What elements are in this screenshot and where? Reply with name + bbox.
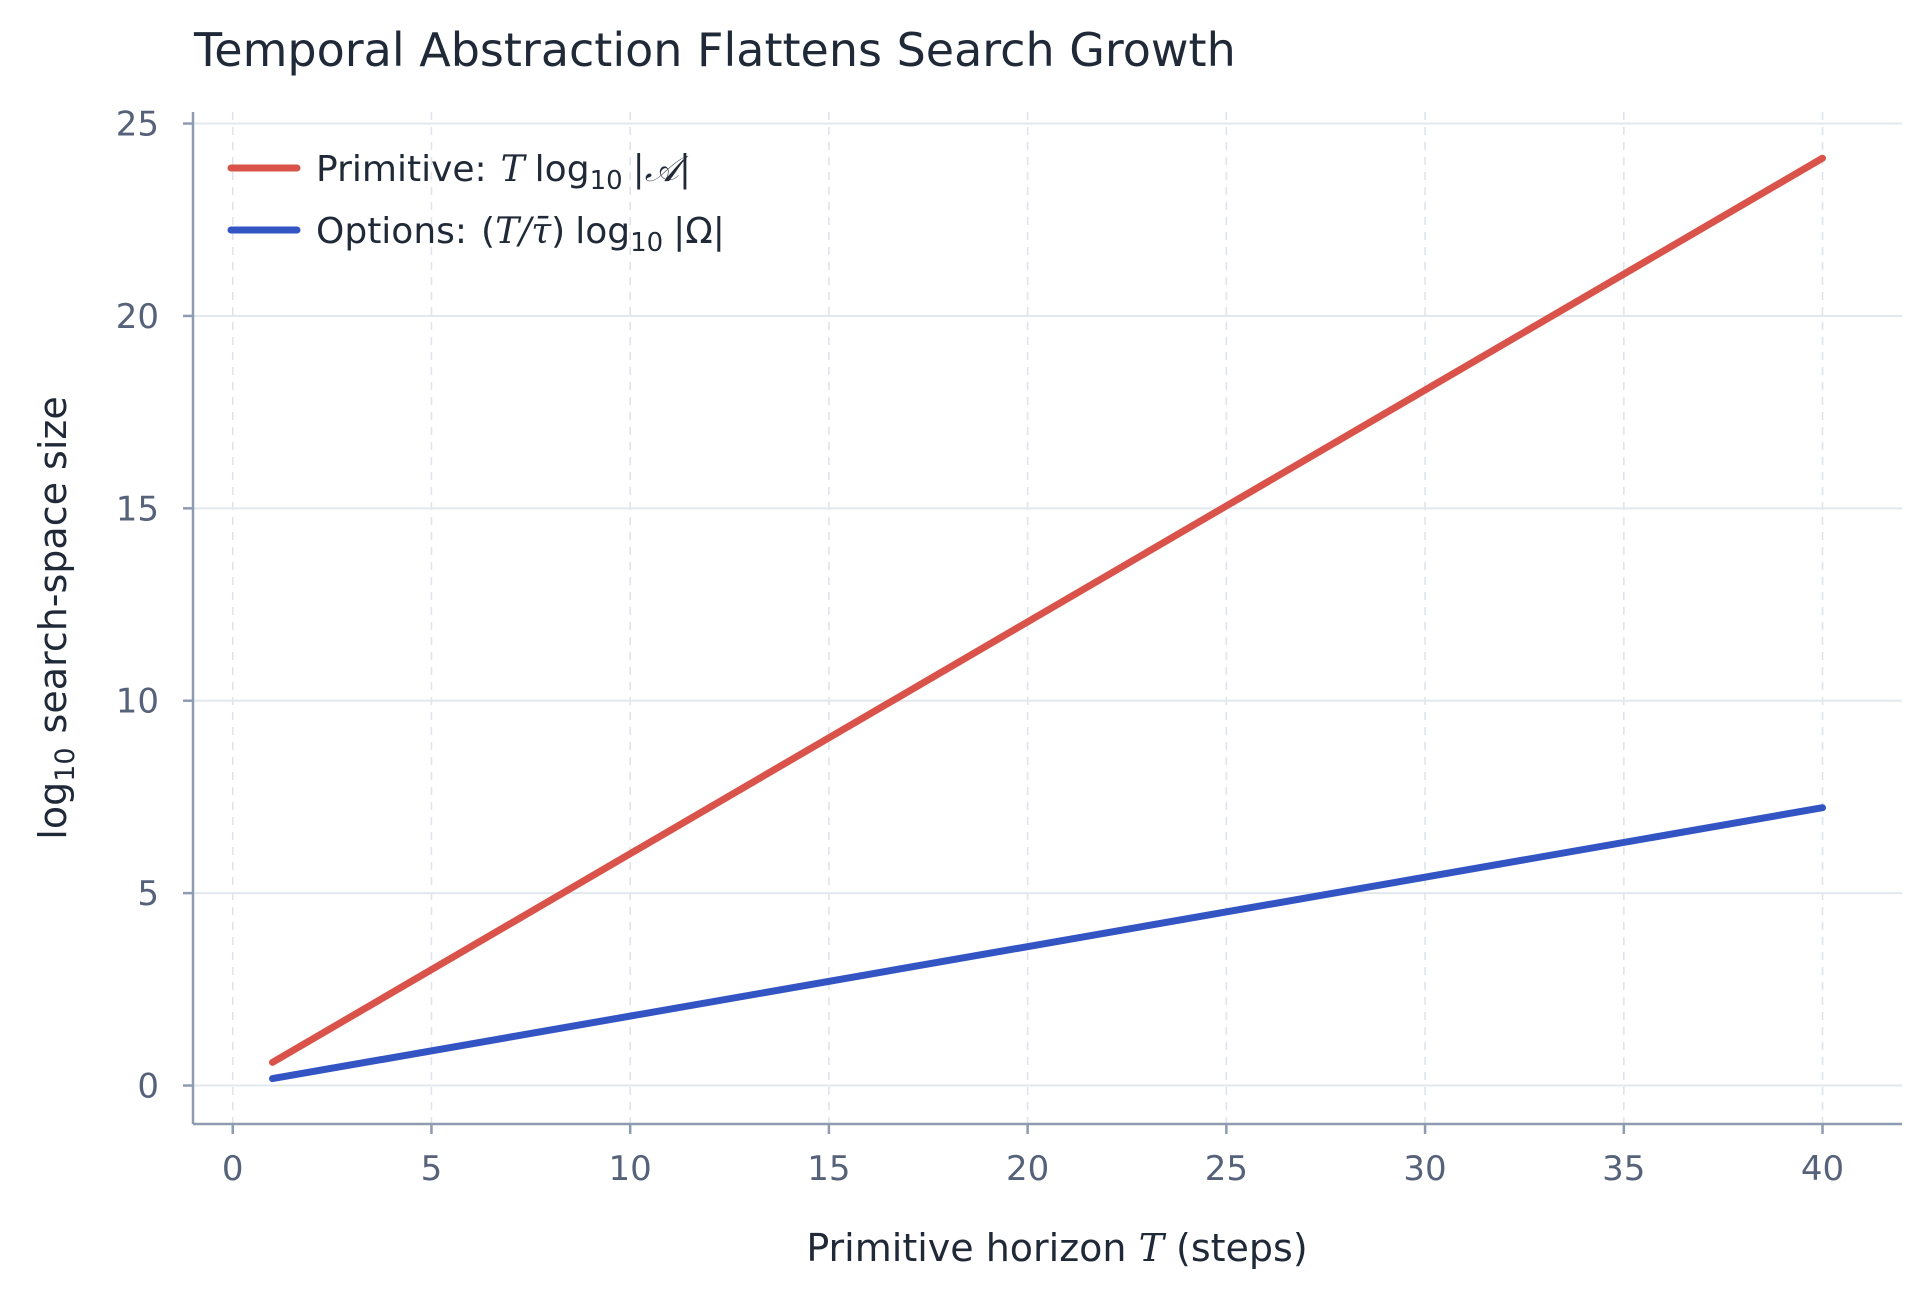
legend-primitive-var: T — [501, 149, 528, 190]
y-tick-label: 10 — [116, 682, 159, 722]
y-axis-label-fn: log — [31, 782, 75, 840]
y-axis-label-sub: 10 — [50, 747, 81, 781]
y-tick-label: 25 — [116, 105, 159, 145]
legend-primitive-sub: 10 — [590, 166, 623, 196]
x-axis-label-text: Primitive horizon — [806, 1226, 1138, 1270]
series-line-options — [269, 804, 1826, 1083]
legend-primitive-name: Primitive: — [316, 149, 487, 190]
y-tick-label: 5 — [137, 874, 159, 914]
y-axis-label-text: search-space size — [31, 396, 75, 733]
x-tick-label: 35 — [1602, 1149, 1645, 1189]
x-axis-label-var: T — [1139, 1226, 1167, 1270]
legend-options-name: Options: — [316, 211, 467, 252]
x-ticks: 0 5 10 15 20 25 30 35 40 — [222, 1124, 1844, 1189]
grid — [193, 112, 1902, 1124]
y-axis-label: log10 search-space size — [31, 396, 81, 839]
legend-options-arg: |Ω| — [673, 211, 725, 252]
legend-options-fn: log — [575, 211, 630, 252]
y-ticks: 0 5 10 15 20 25 — [116, 105, 193, 1107]
series-lines — [269, 154, 1826, 1083]
axes — [191, 112, 1902, 1126]
y-tick-label: 15 — [116, 489, 159, 529]
legend-primitive-arg: |𝒜| — [633, 149, 691, 190]
x-tick-label: 15 — [807, 1149, 850, 1189]
x-tick-label: 10 — [609, 1149, 652, 1189]
x-tick-label: 30 — [1403, 1149, 1446, 1189]
y-tick-label: 20 — [116, 297, 159, 337]
x-tick-label: 5 — [421, 1149, 443, 1189]
x-tick-label: 40 — [1801, 1149, 1844, 1189]
legend-options-lead: ( — [481, 211, 495, 252]
legend-options-close: ) — [551, 211, 565, 252]
chart-title: Temporal Abstraction Flattens Search Gro… — [193, 23, 1236, 77]
x-tick-label: 0 — [222, 1149, 244, 1189]
series-line-primitive — [269, 154, 1826, 1066]
legend-primitive-fn: log — [535, 149, 590, 190]
x-tick-label: 25 — [1205, 1149, 1248, 1189]
legend-label-options: Options: (T/τ̄) log10 |Ω| — [316, 211, 725, 258]
legend-options-var: T/τ̄ — [495, 211, 552, 252]
legend-options-sub: 10 — [630, 228, 663, 258]
x-tick-label: 20 — [1006, 1149, 1049, 1189]
x-axis-label-suffix: (steps) — [1164, 1226, 1308, 1270]
y-tick-label: 0 — [137, 1067, 159, 1107]
x-axis-label: Primitive horizon T (steps) — [806, 1226, 1307, 1270]
